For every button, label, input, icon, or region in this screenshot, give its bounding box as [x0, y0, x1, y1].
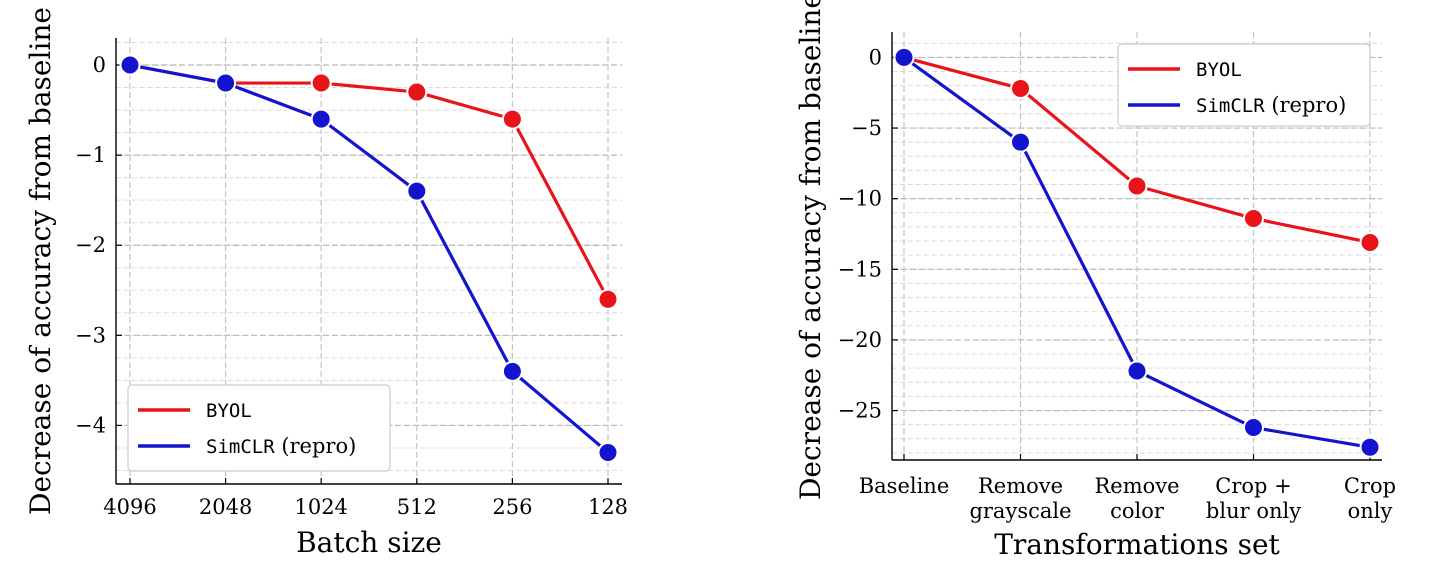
legend-box: [1117, 43, 1371, 127]
x-tick-label: only: [1348, 499, 1393, 523]
legend-label-main: BYOL: [206, 400, 252, 422]
data-point-simclr: [406, 180, 428, 202]
y-tick-label: 0: [869, 45, 882, 69]
legend-label-main: SimCLR: [1196, 95, 1265, 117]
data-point-simclr: [1010, 131, 1031, 153]
data-point-byol: [310, 72, 332, 94]
data-point-byol: [1126, 175, 1148, 197]
data-point-simclr: [310, 108, 332, 130]
y-tick-label: −25: [838, 399, 882, 423]
data-point-simclr: [597, 441, 619, 463]
legend-label-main: SimCLR: [206, 436, 275, 458]
y-tick-label: 0: [93, 53, 106, 77]
legend-label-main: BYOL: [1196, 59, 1242, 81]
y-tick-label: −15: [838, 257, 882, 281]
data-point-byol: [1243, 207, 1264, 229]
x-tick-label: grayscale: [969, 499, 1071, 523]
series-line-byol: [129, 63, 610, 301]
y-tick-label: −1: [75, 143, 106, 167]
x-tick-label: Remove: [1094, 474, 1179, 498]
x-tick-label: Crop: [1344, 474, 1396, 498]
y-tick-label: −10: [838, 187, 882, 211]
legend-label: BYOL: [206, 400, 252, 422]
x-tick-label: 128: [588, 495, 628, 519]
legend-label: BYOL: [1196, 59, 1242, 81]
data-point-byol: [501, 108, 523, 130]
batch-size-chart: 0 −1 −2 −3 −4 4096 2048 1024 512 256 128 Batch size…: [24, 7, 628, 559]
x-tick-label: Remove: [978, 474, 1063, 498]
data-point-byol: [597, 288, 619, 310]
legend-label: SimCLR (repro): [206, 434, 356, 458]
x-axis-title: Transformations set: [994, 528, 1280, 561]
x-tick-label: 512: [397, 495, 437, 519]
series-line-simclr: [129, 63, 610, 454]
x-tick-label: 1024: [294, 495, 347, 519]
data-point-simclr: [1126, 360, 1148, 382]
x-tick-label: Baseline: [859, 474, 950, 498]
x-axis-title: Batch size: [296, 526, 442, 559]
data-point-simclr: [119, 54, 141, 76]
y-tick-label: −2: [75, 233, 106, 257]
y-axis-title: Decrease of accuracy from baseline: [24, 7, 57, 515]
x-tick-label: color: [1110, 499, 1165, 523]
x-tick-label: Crop +: [1215, 474, 1291, 498]
y-tick-label: −4: [75, 413, 106, 437]
legend: BYOL SimCLR (repro): [127, 384, 391, 472]
x-tick-label: blur only: [1206, 499, 1301, 523]
x-tick-label: 4096: [103, 495, 156, 519]
data-point-byol: [406, 81, 428, 103]
legend-label-suffix: (repro): [275, 434, 357, 458]
y-axis-title: Decrease of accuracy from baseline: [794, 0, 827, 500]
data-point-simclr: [1359, 436, 1381, 458]
data-point-simclr: [215, 72, 237, 94]
legend-label: SimCLR (repro): [1196, 93, 1346, 117]
data-point-simclr: [501, 360, 523, 382]
y-tick-label: −20: [838, 328, 882, 352]
legend-label-suffix: (repro): [1265, 93, 1347, 117]
x-tick-label: 2048: [199, 495, 252, 519]
data-point-simclr: [1243, 417, 1264, 439]
data-point-byol: [1010, 78, 1031, 100]
x-tick-label: 256: [492, 495, 532, 519]
y-tick-label: −3: [75, 323, 106, 347]
legend: BYOL SimCLR (repro): [1117, 43, 1371, 127]
data-point-byol: [1359, 231, 1381, 253]
data-point-simclr: [893, 46, 915, 68]
legend-box: [127, 384, 391, 472]
y-tick-label: −5: [851, 116, 882, 140]
